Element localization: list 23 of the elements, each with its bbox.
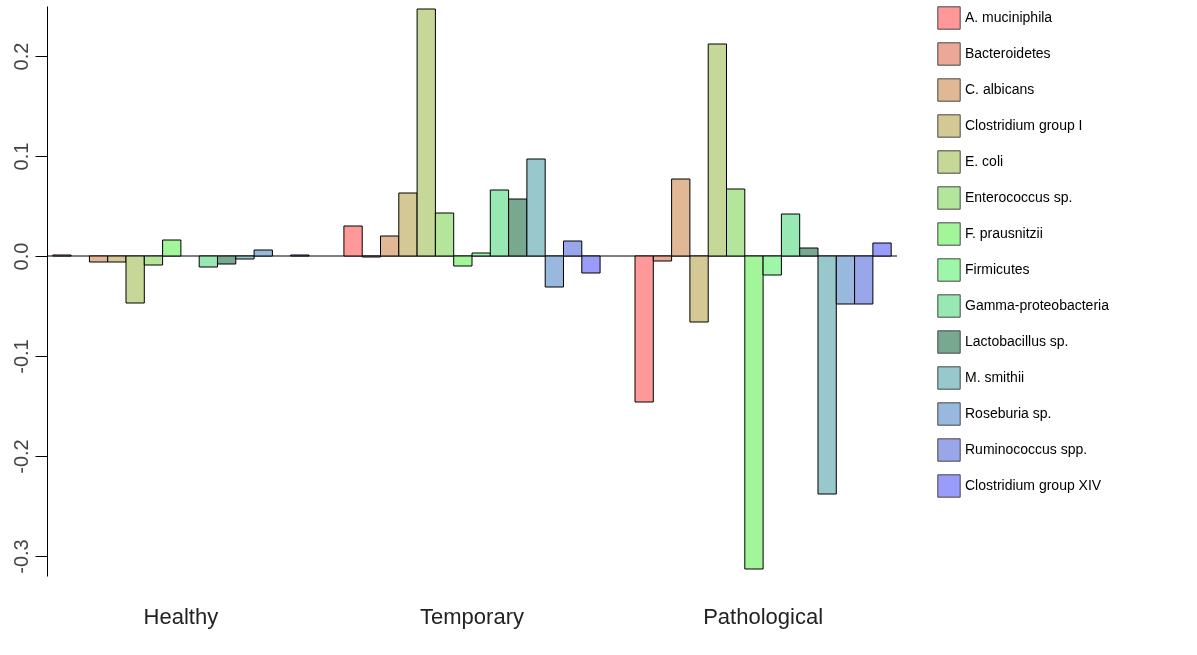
legend-label: Lactobacillus sp. bbox=[965, 333, 1069, 349]
legend-label: Roseburia sp. bbox=[965, 405, 1052, 421]
legend-label: F. prausnitzii bbox=[965, 225, 1043, 241]
legend-label: E. coli bbox=[965, 153, 1004, 169]
legend-label: Clostridium group XIV bbox=[965, 477, 1102, 493]
x-tick-label: Healthy bbox=[143, 603, 219, 629]
legend-label: M. smithii bbox=[965, 369, 1025, 385]
legend-label: Firmicutes bbox=[965, 261, 1030, 277]
y-tick-label: 0.0 bbox=[9, 242, 32, 271]
legend-label: Gamma-proteobacteria bbox=[965, 297, 1110, 313]
legend-label: Ruminococcus spp. bbox=[965, 441, 1088, 457]
y-tick-label: -0.2 bbox=[9, 439, 32, 474]
legend-label: Clostridium group I bbox=[965, 117, 1083, 133]
legend-label: C. albicans bbox=[965, 81, 1035, 97]
legend-label: Bacteroidetes bbox=[965, 45, 1051, 61]
legend-label: A. muciniphila bbox=[965, 9, 1053, 25]
y-tick-label: -0.1 bbox=[9, 339, 32, 374]
y-tick-label: -0.3 bbox=[9, 539, 32, 574]
x-tick-label: Pathological bbox=[703, 603, 824, 629]
y-tick-label: 0.1 bbox=[9, 142, 32, 171]
legend-label: Enterococcus sp. bbox=[965, 189, 1073, 205]
y-tick-label: 0.2 bbox=[9, 42, 32, 71]
x-tick-label: Temporary bbox=[420, 603, 524, 629]
